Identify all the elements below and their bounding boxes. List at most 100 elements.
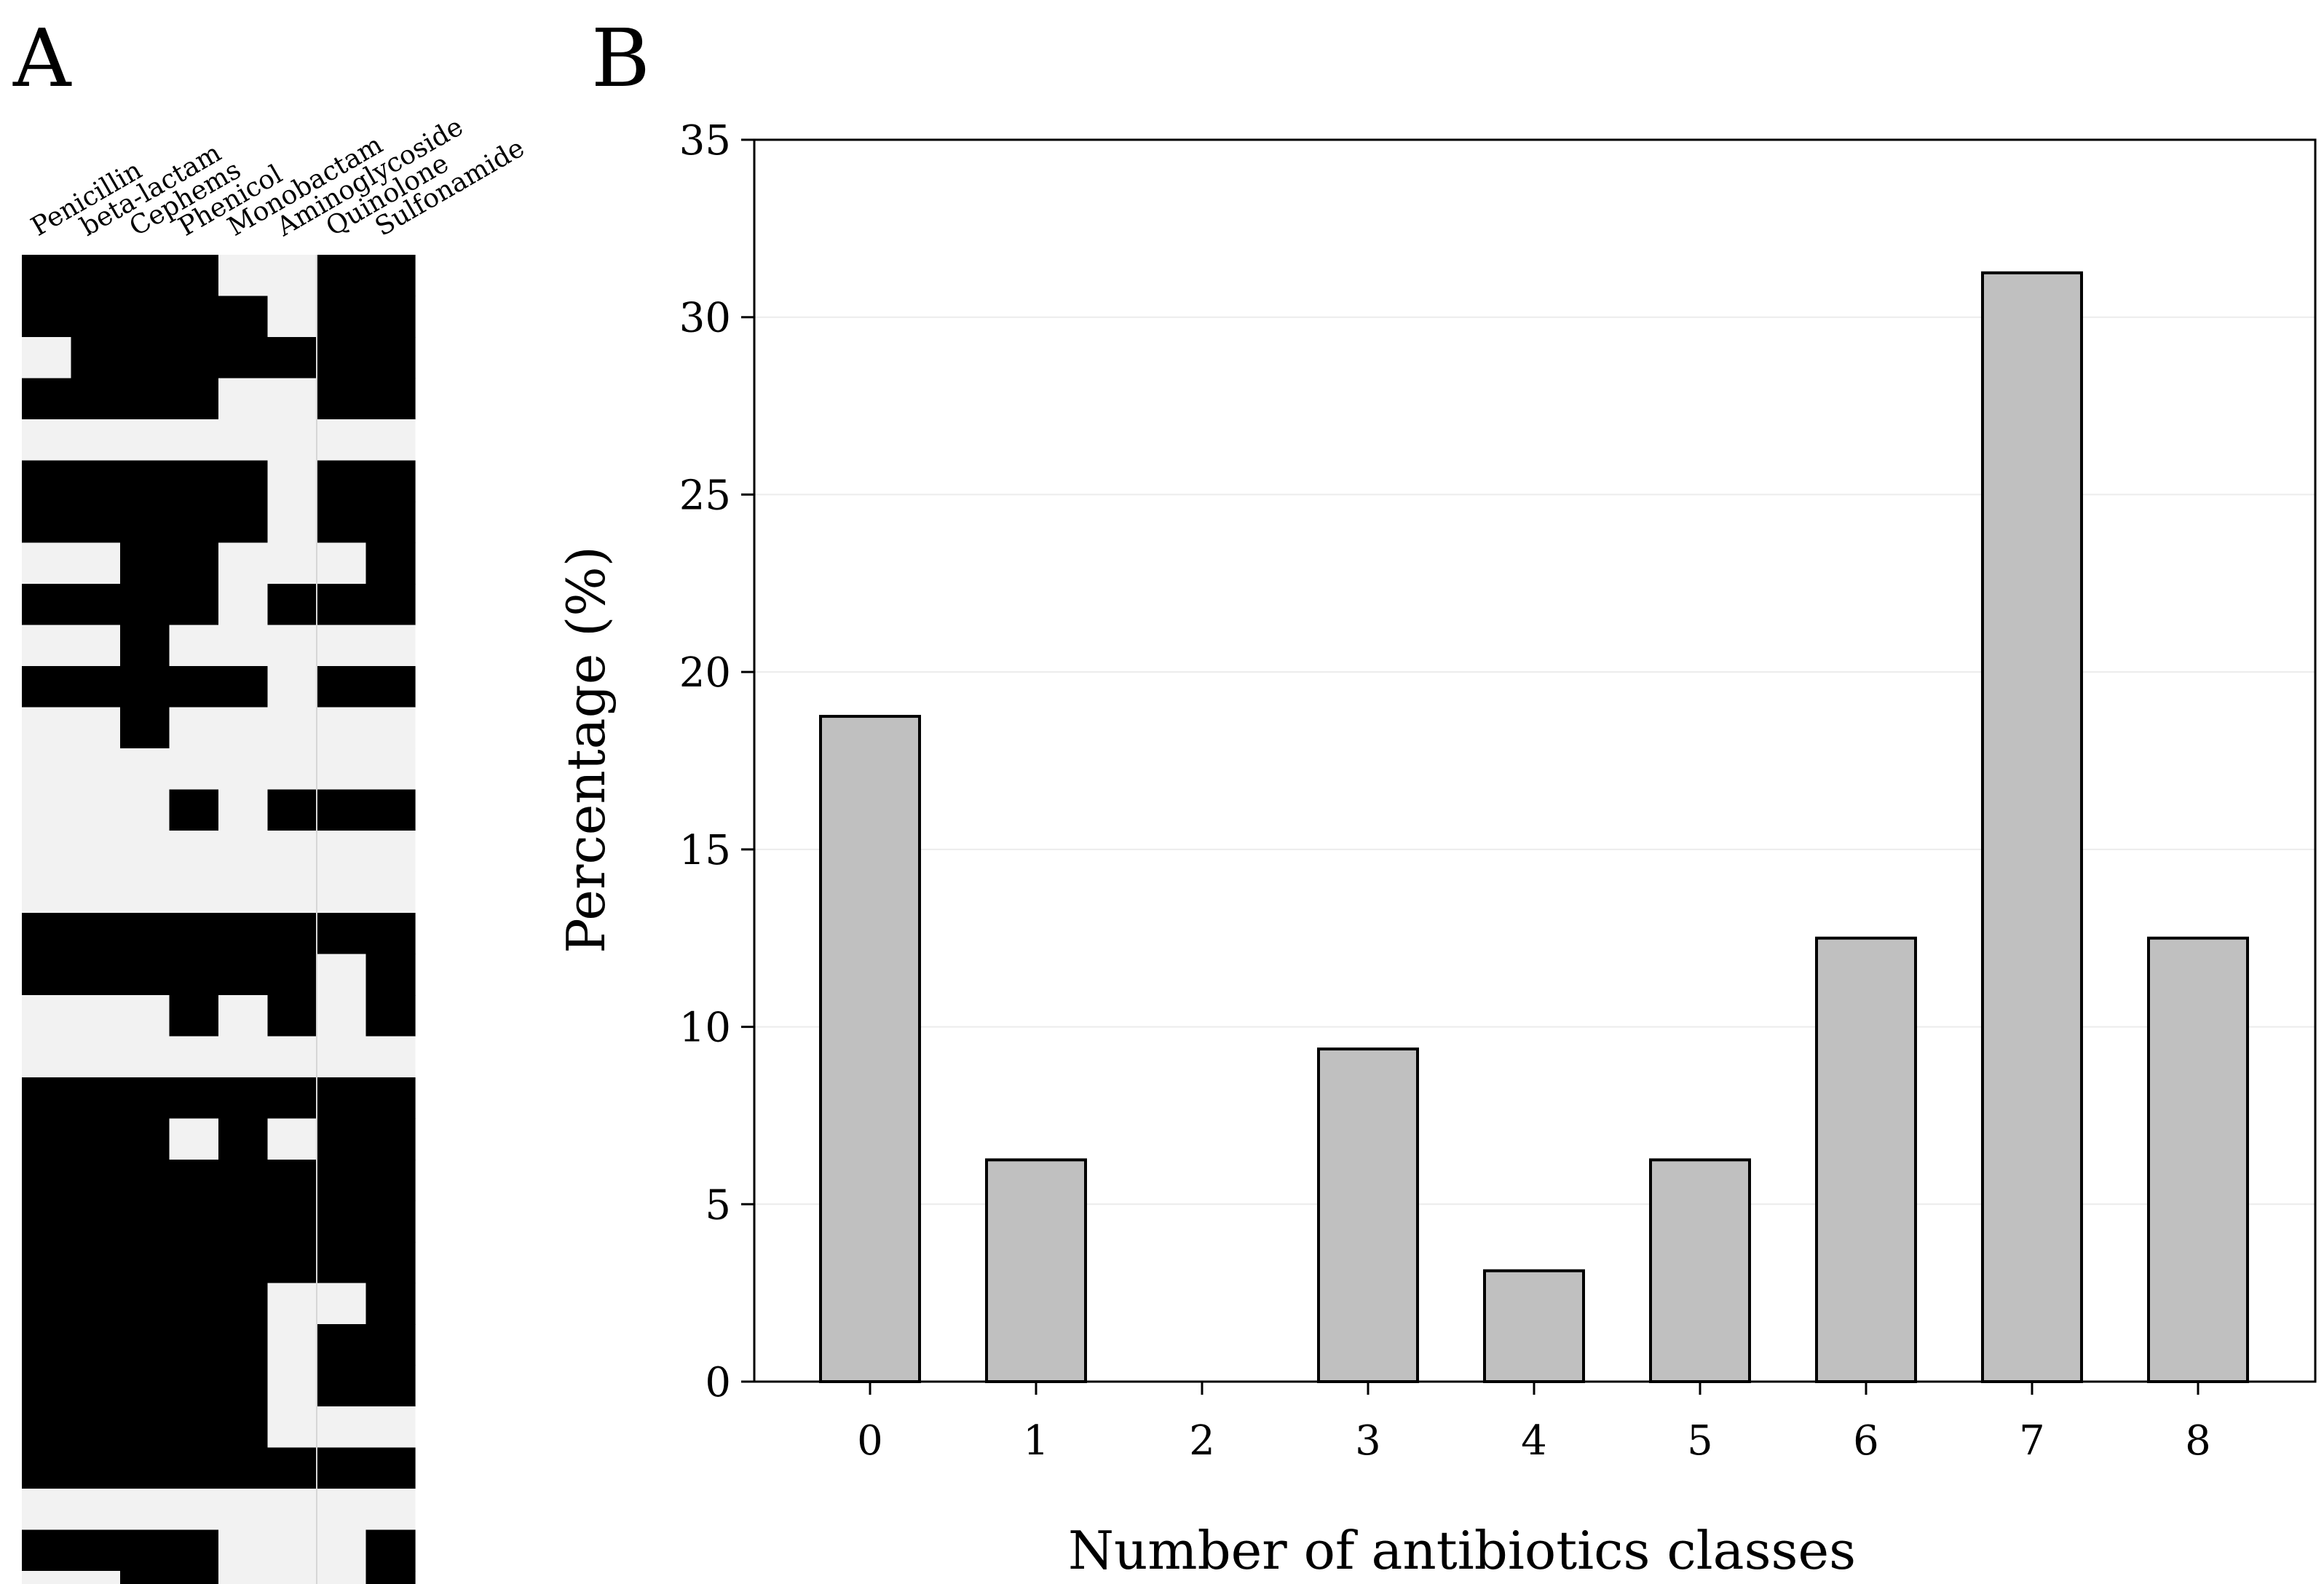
heatmap-cell bbox=[317, 707, 367, 749]
heatmap-cell bbox=[71, 419, 121, 462]
heatmap-cell bbox=[22, 1036, 72, 1078]
heatmap-cell bbox=[317, 1077, 367, 1120]
heatmap-cell bbox=[267, 419, 317, 462]
heatmap-cell bbox=[317, 542, 367, 585]
y-tick-label: 25 bbox=[679, 472, 731, 519]
plot-frame bbox=[753, 138, 2317, 1383]
heatmap-cell bbox=[120, 748, 170, 791]
heatmap-cell bbox=[22, 1160, 72, 1202]
heatmap-cell bbox=[317, 748, 367, 791]
heatmap-cell bbox=[22, 378, 72, 420]
heatmap-cell bbox=[22, 666, 72, 708]
bar bbox=[1649, 1158, 1751, 1384]
heatmap-cell bbox=[120, 1242, 170, 1284]
heatmap-cell bbox=[365, 789, 416, 831]
heatmap-cell bbox=[71, 954, 121, 996]
heatmap-cell bbox=[317, 584, 367, 626]
heatmap-cell bbox=[317, 1447, 367, 1489]
heatmap-cell bbox=[71, 502, 121, 544]
heatmap-cell bbox=[71, 625, 121, 667]
heatmap-cell bbox=[71, 1529, 121, 1572]
heatmap-cell bbox=[120, 1529, 170, 1572]
heatmap-cell bbox=[267, 913, 317, 955]
heatmap-cell bbox=[120, 1036, 170, 1078]
heatmap-cell bbox=[365, 584, 416, 626]
heatmap-cell bbox=[71, 1036, 121, 1078]
heatmap-cell bbox=[365, 460, 416, 502]
heatmap-column-labels: Penicillinbeta-lactamCephemsPhenicolMono… bbox=[26, 111, 529, 242]
heatmap-cell bbox=[71, 1489, 121, 1531]
heatmap-cell bbox=[218, 666, 269, 708]
heatmap-cell bbox=[267, 954, 317, 996]
heatmap-cell bbox=[22, 625, 72, 667]
heatmap-cell bbox=[218, 871, 269, 914]
heatmap-cell bbox=[267, 1242, 317, 1284]
heatmap-cell bbox=[317, 666, 367, 708]
panel-b-label: B bbox=[591, 12, 650, 105]
heatmap-cell bbox=[365, 542, 416, 585]
heatmap-cell bbox=[218, 255, 269, 297]
heatmap-cell bbox=[169, 337, 219, 379]
heatmap-cell bbox=[169, 625, 219, 667]
x-tick-label: 0 bbox=[857, 1417, 883, 1465]
heatmap-cell bbox=[317, 255, 367, 297]
heatmap-cell bbox=[22, 1406, 72, 1449]
heatmap-cell bbox=[365, 995, 416, 1037]
heatmap-cell bbox=[71, 1324, 121, 1366]
heatmap-cell bbox=[22, 542, 72, 585]
heatmap-cell bbox=[120, 625, 170, 667]
heatmap-cell bbox=[317, 1200, 367, 1243]
heatmap-cell bbox=[218, 460, 269, 502]
bar bbox=[819, 715, 921, 1383]
heatmap-cell bbox=[365, 1529, 416, 1572]
heatmap-cell bbox=[218, 419, 269, 462]
heatmap-cell bbox=[218, 1077, 269, 1120]
heatmap-cell bbox=[169, 502, 219, 544]
y-tick-label: 0 bbox=[705, 1359, 731, 1406]
heatmap-cell bbox=[71, 460, 121, 502]
heatmap-cell bbox=[317, 1242, 367, 1284]
heatmap-cell bbox=[169, 1571, 219, 1584]
heatmap-cell bbox=[120, 1077, 170, 1120]
heatmap-cell bbox=[22, 1118, 72, 1160]
heatmap-cell bbox=[120, 337, 170, 379]
heatmap-cell bbox=[365, 748, 416, 791]
heatmap-cell bbox=[365, 1160, 416, 1202]
heatmap-cell bbox=[267, 460, 317, 502]
heatmap-cell bbox=[365, 1242, 416, 1284]
heatmap-cell bbox=[365, 831, 416, 873]
heatmap-cell bbox=[267, 748, 317, 791]
heatmap-cell bbox=[120, 378, 170, 420]
heatmap-cell bbox=[120, 542, 170, 585]
heatmap-cell bbox=[365, 1447, 416, 1489]
heatmap-cell bbox=[365, 1489, 416, 1531]
heatmap-cell bbox=[71, 337, 121, 379]
heatmap-cell bbox=[267, 1200, 317, 1243]
heatmap-cell bbox=[218, 913, 269, 955]
heatmap-cell bbox=[317, 954, 367, 996]
heatmap-cell bbox=[267, 1077, 317, 1120]
heatmap-cell bbox=[218, 625, 269, 667]
heatmap-cell bbox=[120, 666, 170, 708]
heatmap-cell bbox=[365, 625, 416, 667]
heatmap-cell bbox=[22, 707, 72, 749]
heatmap-cell bbox=[267, 1489, 317, 1531]
bar-chart: 0 5 10 15 20 25 30 35 0 1 2 3 4 5 6 7 8 bbox=[679, 117, 2317, 1465]
y-tick-label: 20 bbox=[679, 649, 731, 697]
heatmap-cell bbox=[218, 1571, 269, 1584]
heatmap-cell bbox=[120, 1447, 170, 1489]
heatmap-cell bbox=[365, 1571, 416, 1584]
heatmap-cell bbox=[267, 337, 317, 379]
heatmap-cell bbox=[317, 625, 367, 667]
heatmap-cell bbox=[169, 871, 219, 914]
heatmap-cell bbox=[22, 502, 72, 544]
x-tick-label: 8 bbox=[2185, 1417, 2211, 1465]
heatmap-cell bbox=[22, 1242, 72, 1284]
heatmap-cell bbox=[365, 255, 416, 297]
y-tick-label: 35 bbox=[679, 117, 731, 165]
heatmap-cell bbox=[120, 1406, 170, 1449]
heatmap-cell bbox=[365, 871, 416, 914]
y-tick-label: 5 bbox=[705, 1181, 731, 1229]
y-axis-title: Percentage (%) bbox=[556, 546, 617, 954]
